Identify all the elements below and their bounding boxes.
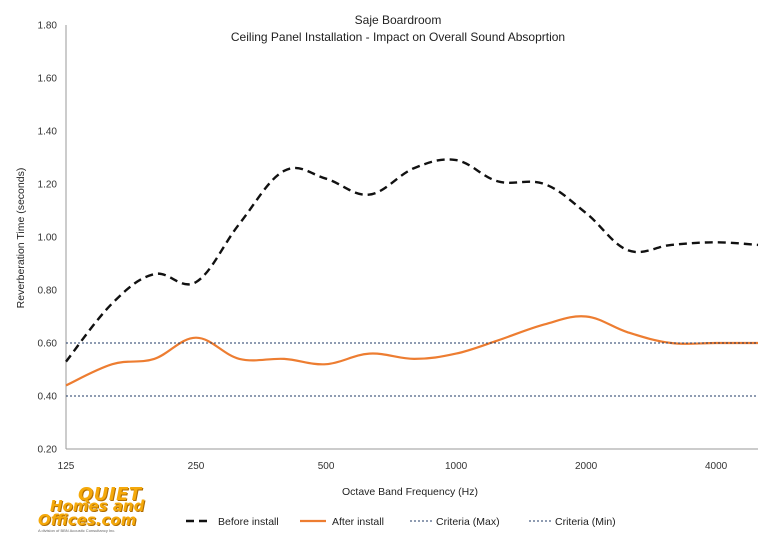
legend-label-criteria-max: Criteria (Max) (436, 516, 500, 528)
legend-label-criteria-min: Criteria (Min) (555, 516, 616, 528)
y-tick-label: 0.20 (38, 445, 58, 456)
y-tick-label: 0.60 (38, 339, 58, 350)
x-tick-label: 2000 (575, 461, 598, 472)
legend-label-after-install: After install (332, 516, 384, 528)
x-tick-label: 500 (318, 461, 335, 472)
y-tick-label: 1.00 (38, 233, 58, 244)
series-lines (65, 158, 759, 397)
y-tick-label: 0.80 (38, 286, 58, 297)
chart-title: Saje Boardroom (355, 13, 442, 27)
x-tick-label: 250 (188, 461, 205, 472)
axes (65, 25, 758, 450)
series-line-after-install (65, 315, 758, 387)
y-tick-label: 1.40 (38, 127, 58, 138)
series-line-before-install (65, 158, 759, 363)
x-tick-label: 1000 (445, 461, 468, 472)
y-tick-label: 1.60 (38, 74, 58, 85)
logo-tagline: A division of BBN Acoustic Consultancy I… (38, 528, 116, 533)
legend: Before install After install Criteria (Max… (186, 516, 616, 528)
quiet-homes-logo: QUIET Homes and Offices.com A division o… (36, 484, 156, 533)
logo-line-2: Homes and (50, 497, 145, 515)
y-tick-label: 0.40 (38, 392, 58, 403)
logo-line-3: Offices.com (38, 511, 137, 529)
x-tick-label: 125 (58, 461, 75, 472)
chart-subtitle: Ceiling Panel Installation - Impact on O… (231, 30, 565, 44)
x-axis-label: Octave Band Frequency (Hz) (342, 486, 478, 498)
x-tick-label: 4000 (705, 461, 728, 472)
y-tick-label: 1.20 (38, 180, 58, 191)
y-axis-label: Reverberation Time (seconds) (15, 168, 27, 309)
logo-line-1: QUIET (78, 484, 142, 505)
y-tick-labels: 0.20 0.40 0.60 0.80 1.00 1.20 1.40 1.60 1.80 (38, 21, 58, 456)
x-tick-labels: 125 250 500 1000 2000 4000 (58, 461, 728, 472)
y-tick-label: 1.80 (38, 21, 58, 32)
legend-label-before-install: Before install (218, 516, 279, 528)
